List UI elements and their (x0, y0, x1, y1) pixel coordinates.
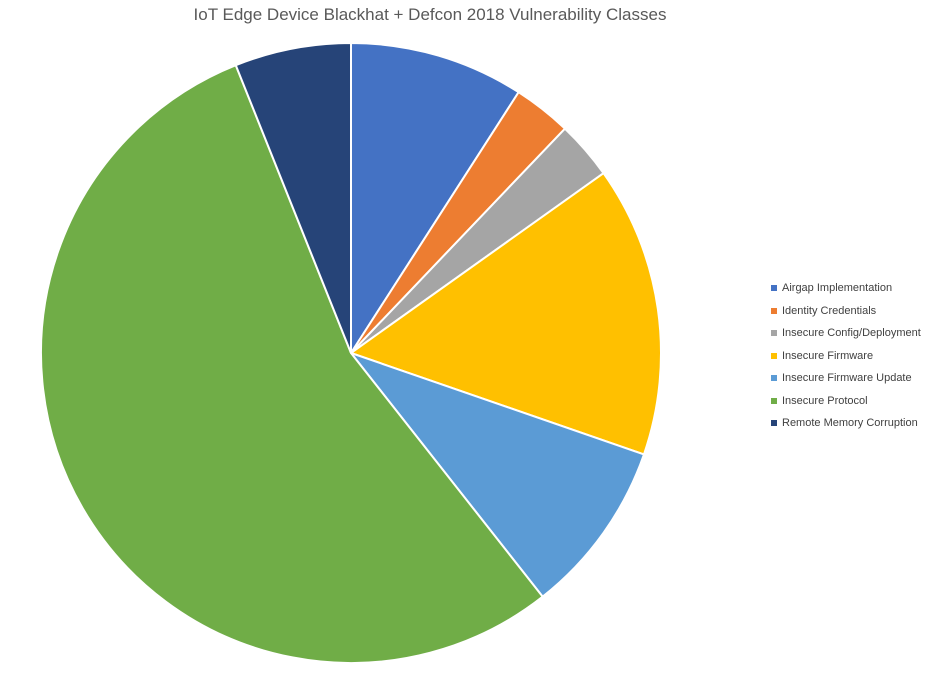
legend-swatch (771, 420, 777, 427)
pie-slice-airgap-implementation (350, 42, 520, 354)
legend-item-airgap-implementation: Airgap Implementation (771, 277, 921, 300)
pie-slice-insecure-firmware-update (350, 352, 645, 598)
pie-slice-insecure-firmware (350, 172, 662, 456)
legend-label: Airgap Implementation (782, 282, 893, 295)
legend-label: Insecure Firmware (782, 349, 874, 362)
legend-label: Insecure Protocol (782, 394, 868, 407)
legend-item-insecure-protocol: Insecure Protocol (771, 390, 921, 413)
legend-label: Insecure Config/Deployment (782, 327, 921, 340)
legend-swatch (771, 285, 777, 292)
legend-swatch (771, 330, 777, 337)
legend-label: Remote Memory Corruption (782, 417, 918, 430)
pie-slice-remote-memory-corruption (234, 42, 352, 354)
legend-item-insecure-firmware: Insecure Firmware (771, 345, 921, 368)
legend-label: Insecure Firmware Update (782, 372, 912, 385)
legend-swatch (771, 307, 777, 314)
legend-item-insecure-config-deployment: Insecure Config/Deployment (771, 322, 921, 345)
chart-legend: Airgap Implementation Identity Credential… (771, 277, 921, 435)
legend-swatch (771, 352, 777, 359)
legend-swatch (771, 397, 777, 404)
legend-label: Identity Credentials (782, 304, 877, 317)
pie-slice-insecure-protocol (40, 64, 544, 664)
legend-item-remote-memory-corruption: Remote Memory Corruption (771, 412, 921, 435)
legend-item-insecure-firmware-update: Insecure Firmware Update (771, 367, 921, 390)
chart-title: IoT Edge Device Blackhat + Defcon 2018 V… (193, 5, 667, 24)
legend-item-identity-credentials: Identity Credentials (771, 300, 921, 323)
legend-swatch (771, 375, 777, 382)
